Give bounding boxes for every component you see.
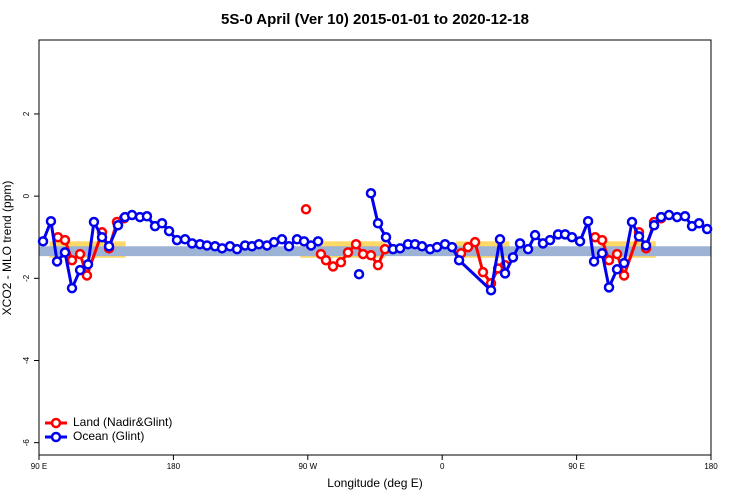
data-point [59,234,71,246]
band [39,246,711,257]
data-point [633,231,645,242]
y-tick-label: 2 [22,111,31,116]
data-point [300,204,312,215]
data-point [231,243,243,255]
x-axis-label: Longitude (deg E) [327,476,422,490]
data-point [74,264,86,276]
data-point [693,218,705,229]
data-point [618,257,630,269]
data-point [544,234,556,246]
data-point [59,247,71,258]
data-point [462,241,474,253]
data-point [66,254,78,266]
legend-label: Ocean (Glint) [73,429,144,443]
data-point [74,248,86,260]
data-point [312,236,324,247]
data-point [82,259,94,270]
x-tick-label: 0 [440,462,445,471]
data-point [96,231,108,243]
data-point [499,268,511,279]
data-point [66,282,78,294]
plot-frame [38,39,712,456]
y-tick-label: -6 [22,439,31,447]
data-point [626,216,638,228]
data-point [51,256,63,267]
data-point [507,252,519,263]
data-point [566,231,578,243]
data-point [582,215,594,227]
legend-label: Land (Nadir&Glint) [73,415,172,429]
data-point [416,241,428,252]
y-tick-label: 0 [22,193,31,198]
data-point [283,241,295,252]
data-point [494,234,506,245]
y-tick-label: -4 [22,356,31,364]
data-point [335,257,347,268]
y-axis-label: XCO2 - MLO trend (ppm) [0,181,14,316]
data-point [596,248,608,259]
data-point [446,241,458,253]
y-tick-label: -2 [22,274,31,282]
chart-title: 5S-0 April (Ver 10) 2015-01-01 to 2020-1… [221,11,529,28]
data-point [380,231,392,243]
data-point [253,238,265,250]
data-point [679,211,691,222]
data-point [611,248,623,260]
data-point [514,238,526,249]
x-tick-label: 180 [704,462,718,471]
data-point [276,234,288,245]
data-point [640,240,652,251]
data-point [603,282,615,293]
data-point [342,247,354,258]
data-point [156,218,168,229]
data-point [379,243,391,255]
data-point [372,259,384,271]
data-point [141,211,153,222]
data-point [529,229,541,241]
data-point [357,248,369,260]
legend-marker [50,417,62,429]
data-point [365,188,377,199]
data-point [201,240,213,251]
data-point [485,284,497,296]
data-point [103,241,115,252]
data-point [372,218,384,229]
data-point [327,261,339,272]
data-point [350,238,362,250]
data-point [469,236,481,248]
data-point [588,256,600,267]
data-point [163,225,175,237]
data-point [81,270,93,281]
x-tick-label: 180 [167,462,181,471]
data-point [112,220,124,231]
data-point [596,234,608,246]
data-point [320,254,332,266]
x-tick-label: 90 W [298,462,317,471]
data-point [394,243,406,254]
data-point [611,264,623,275]
data-point [522,243,534,255]
legend-marker [50,431,62,443]
data-point [37,236,49,247]
x-tick-label: 90 E [568,462,584,471]
data-point [618,270,630,281]
data-point [477,266,489,278]
data-point [365,250,377,261]
data-point [88,216,100,228]
data-point [701,223,713,235]
data-point [45,215,57,227]
data-point [648,220,660,231]
data-point [603,254,615,266]
data-point [663,209,675,221]
data-point [453,254,465,266]
x-tick-label: 90 E [31,462,47,471]
data-point [353,268,365,280]
data-point [171,234,183,246]
data-point [574,236,586,247]
